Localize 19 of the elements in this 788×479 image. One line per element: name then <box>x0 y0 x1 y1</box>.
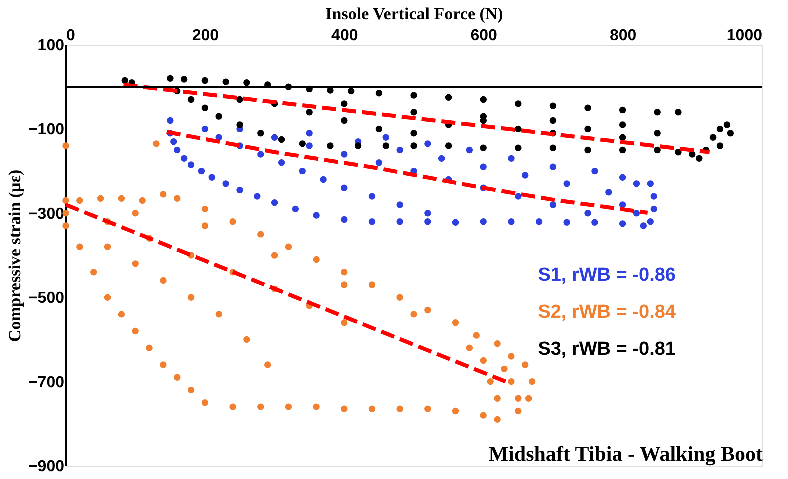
text: S3, rWB = -0.81 <box>538 339 676 360</box>
y-tick-label: −100 <box>28 122 65 139</box>
x-tick-label: 1000 <box>726 28 763 44</box>
x-tick-label: 0 <box>66 28 76 44</box>
y-tick-label: −500 <box>28 290 65 308</box>
x-tick-label: 800 <box>610 28 637 44</box>
y-tick-label: 100 <box>38 38 65 54</box>
text: S2, rWB = -0.84 <box>538 302 676 323</box>
y-tick-label: −700 <box>28 374 65 392</box>
text: S1, rWB = -0.86 <box>538 265 676 286</box>
line-series <box>164 130 650 215</box>
y-tick-label: −900 <box>28 458 65 476</box>
x-tick-label: 600 <box>470 28 498 44</box>
x-tick-label: 400 <box>332 28 358 44</box>
x-tick-label: 200 <box>192 28 220 44</box>
x-axis-title: Insole Vertical Force (N) <box>326 4 504 24</box>
y-tick-label: −300 <box>28 206 65 223</box>
y-axis-title: Compressive strain (με) <box>5 170 24 342</box>
text: Midshaft Tibia - Walking Boot <box>488 442 763 466</box>
